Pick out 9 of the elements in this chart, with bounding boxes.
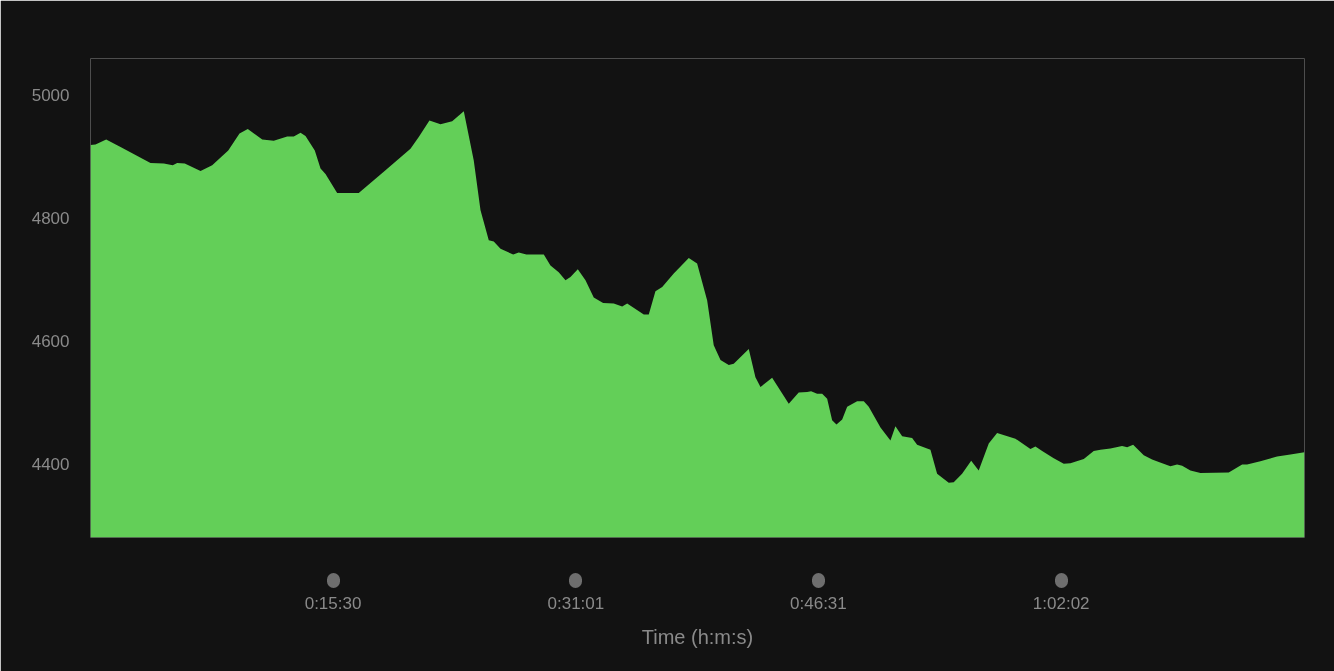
y-tick-label: 4400 xyxy=(31,454,70,474)
x-axis-title: Time (h:m:s) xyxy=(641,625,754,648)
y-tick-label: 4800 xyxy=(31,209,70,229)
x-tick-label: 0:31:01 xyxy=(547,593,605,613)
x-tick-label: 0:15:30 xyxy=(304,593,362,613)
x-tick-label: 1:02:02 xyxy=(1032,593,1090,613)
y-tick-label: 4600 xyxy=(31,331,70,351)
y-tick-label: 5000 xyxy=(31,86,70,106)
x-tick-label: 0:46:31 xyxy=(790,593,847,613)
